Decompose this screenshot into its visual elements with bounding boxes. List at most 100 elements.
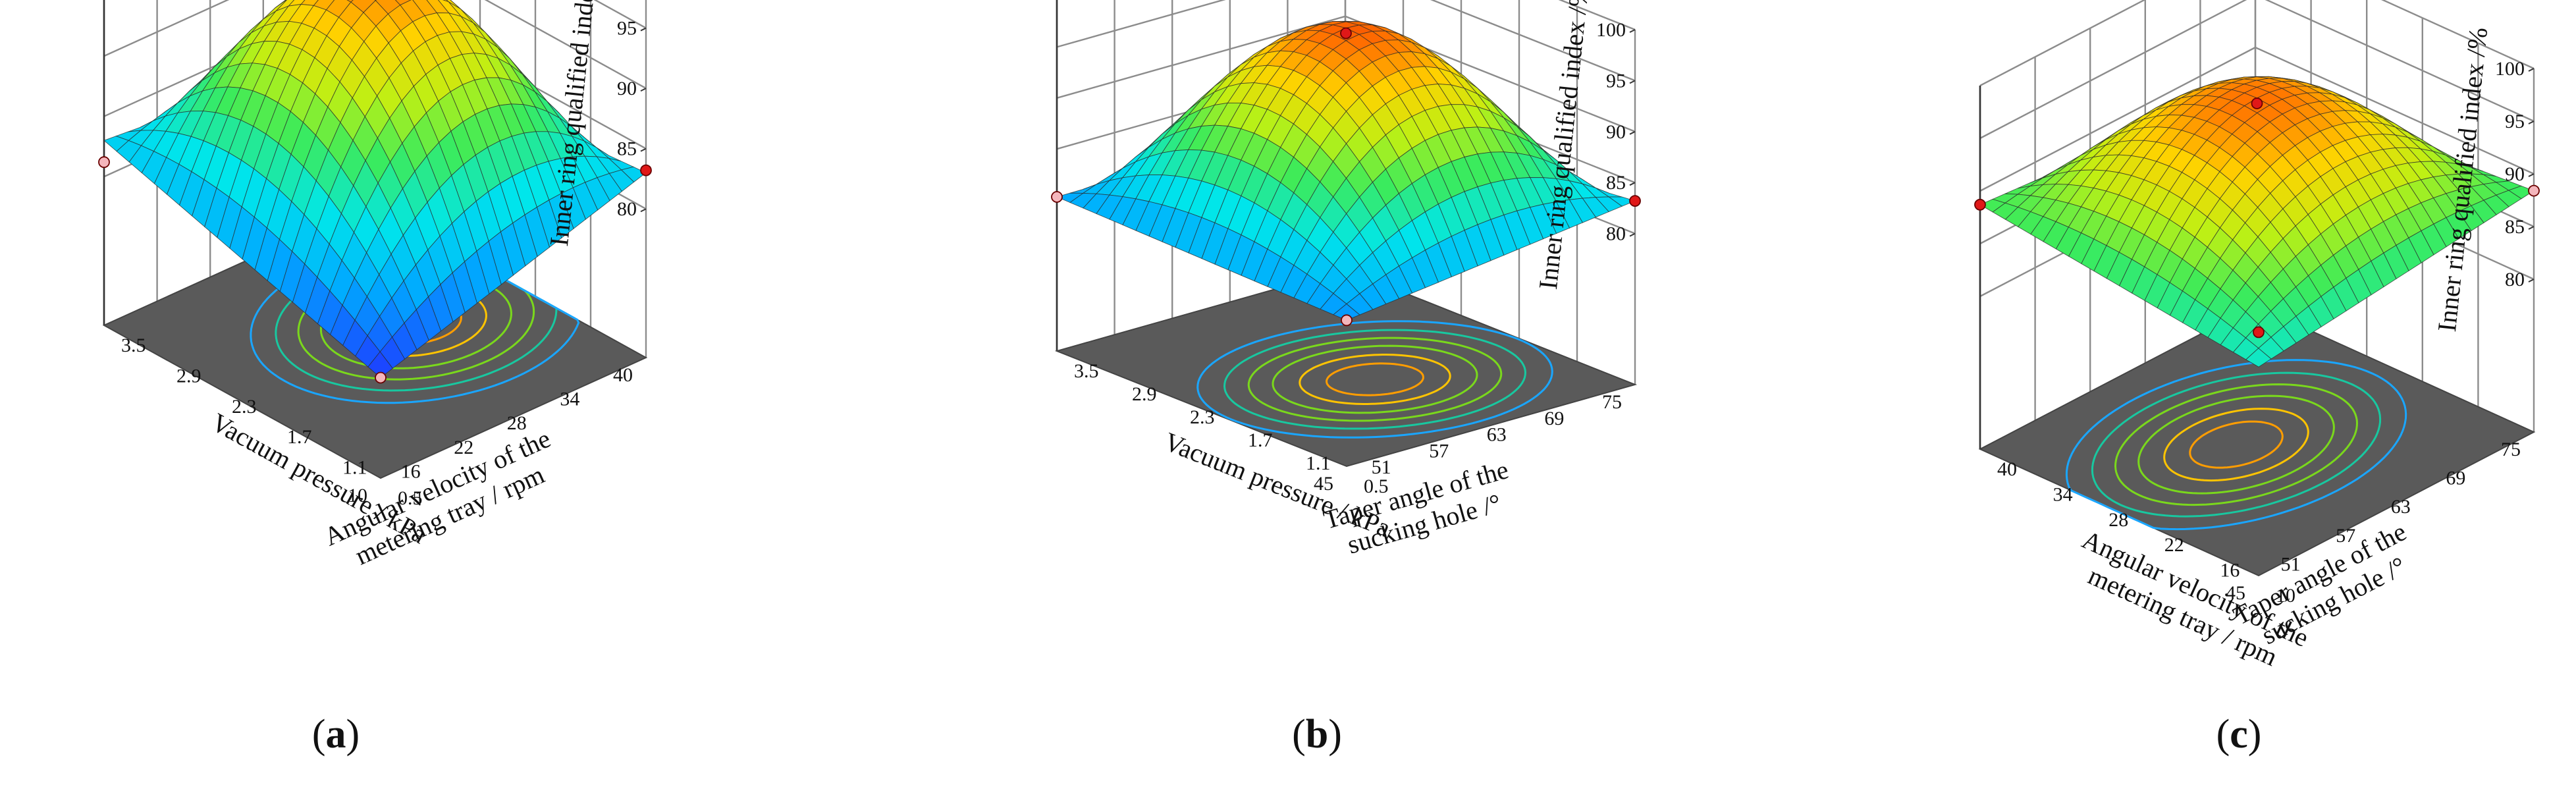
panel-c-z-tick-mark-2: [2528, 173, 2535, 177]
panel-b-x-tick-0: 0.5: [1364, 475, 1389, 497]
panel-c-design-points: [1974, 97, 2540, 338]
panel-c-x-tick-5: 40: [1997, 458, 2017, 480]
panel-b-z-tick-mark-0: [1629, 232, 1636, 237]
panel-c-contours: [2065, 359, 2407, 531]
panel-b-x-tick-3: 2.3: [1190, 406, 1215, 428]
panel-a-z-tick-mark-3: [640, 27, 647, 32]
panel-c-x-tick-4: 34: [2053, 483, 2073, 505]
panel-b-contour-1: [1299, 354, 1451, 405]
panel-b-y-tick-0: 45: [1314, 473, 1333, 495]
panel-label-c: (c): [2216, 712, 2262, 757]
panel-c: 80859095100101622283440455157636975Inner…: [1974, 0, 2540, 672]
panel-b-z-tick-mark-3: [1629, 80, 1636, 84]
panel-b-y-tick-1: 51: [1372, 456, 1391, 478]
panel-c-z-tick-2: 90: [2505, 163, 2525, 185]
panel-c-contour-0: [2189, 420, 2284, 469]
panel-b-z-tick-0: 80: [1606, 223, 1626, 245]
panel-c-x-tick-3: 28: [2108, 509, 2128, 531]
panel-label-b-letter: b: [1306, 712, 1328, 757]
panel-a-x-tick-4: 2.9: [176, 365, 201, 387]
panel-c-y-tick-2: 57: [2336, 525, 2355, 547]
panel-c-ticks: 80 85 90 95 100 10 16 22 28 34 40 45 51 57 63 69 75: [1997, 58, 2535, 607]
panel-c-y-tick-3: 63: [2391, 496, 2411, 518]
panel-b-x-tick-2: 1.7: [1248, 429, 1273, 451]
panel-b-ticks: 80 85 90 95 100 0.5 1.1 1.7 2.3 2.9 3.5 45 51 57 63 69 7…: [1074, 19, 1636, 497]
panel-a-y-tick-2: 22: [454, 437, 473, 458]
panel-c-z-tick-mark-1: [2528, 226, 2535, 230]
panel-b-y-tick-5: 75: [1602, 391, 1622, 413]
panel-c-surface: [1979, 76, 2535, 367]
panel-c-z-tick-mark-4: [2528, 68, 2535, 72]
panel-b-z-tick-2: 90: [1606, 121, 1626, 143]
panel-b-design-points: [1051, 27, 1641, 327]
panel-c-surface-cell: [2245, 348, 2272, 367]
panel-b-z-tick-3: 95: [1606, 70, 1626, 92]
panel-c-y-tick-4: 69: [2446, 468, 2465, 489]
panel-a-z-tick-mark-0: [640, 208, 647, 213]
panel-b-x-tick-1: 1.1: [1306, 452, 1331, 474]
panel-b-design-point-3: [1051, 191, 1063, 203]
panel-label-c-letter: c: [2230, 712, 2248, 757]
panel-b-surface-cell: [1333, 303, 1360, 321]
panel-a-y-tick-1: 16: [401, 460, 421, 482]
panel-a: 808590951000.51.11.72.32.93.510162228344…: [98, 0, 652, 571]
panel-a-design-point-3: [98, 156, 110, 169]
panel-c-z-tick-1: 85: [2505, 216, 2525, 238]
panel-c-z-tick-mark-3: [2528, 121, 2535, 124]
panel-a-y-tick-3: 28: [507, 412, 527, 434]
panel-b-contour-0: [1326, 362, 1424, 396]
panel-b-contour-4: [1223, 329, 1527, 430]
panel-c-z-tick-3: 95: [2505, 111, 2525, 132]
panel-b-contours: [1196, 320, 1553, 439]
panel-b-x-tick-4: 2.9: [1132, 383, 1157, 405]
panel-c-design-point-3: [1974, 198, 1986, 211]
panel-a-z-tick-3: 95: [617, 18, 637, 40]
panel-b-y-tick-2: 57: [1429, 440, 1449, 462]
panel-b: 80 85 90 95 100 0.5 1.1 1.7 2.3 2.9 3.5 45 51 57 63 69 7…: [1051, 0, 1641, 564]
panel-b-design-point-2: [1629, 195, 1641, 207]
panel-c-z-tick-4: 100: [2495, 58, 2525, 80]
panel-a-z-tick-1: 85: [617, 138, 637, 160]
panel-b-z-tick-4: 100: [1596, 19, 1626, 41]
panel-a-surface-cell: [367, 351, 393, 379]
panel-a-x-tick-0: 0.5: [398, 487, 423, 509]
panel-b-z-tick-mark-4: [1629, 29, 1636, 33]
panel-c-y-tick-5: 75: [2501, 439, 2521, 460]
panel-b-z-tick-1: 85: [1606, 172, 1626, 194]
panel-b-contour-2: [1272, 344, 1478, 414]
panel-label-a: (a): [312, 712, 360, 757]
panel-b-contour-5: [1196, 320, 1553, 439]
panel-a-x-tick-2: 1.7: [287, 426, 312, 448]
panel-a-ticks: 808590951000.51.11.72.32.93.510162228344…: [121, 18, 647, 509]
panel-a-z-tick-mark-2: [640, 88, 647, 92]
panel-b-design-point-1: [1340, 27, 1352, 40]
panel-c-contour-4: [2091, 371, 2382, 518]
panel-b-y-tick-3: 63: [1487, 424, 1507, 446]
panel-a-design-point-2: [640, 164, 652, 176]
panel-b-z-tick-mark-1: [1629, 182, 1636, 186]
panel-c-z-tick-0: 80: [2505, 269, 2525, 290]
panel-b-y-title: Taper angle of thesucking hole /°: [1320, 454, 1520, 564]
panel-c-design-point-0: [2253, 326, 2265, 338]
panel-a-y-tick-5: 40: [613, 364, 633, 386]
panel-c-z-tick-mark-0: [2528, 279, 2535, 283]
panel-b-contour-3: [1247, 337, 1503, 422]
panel-a-z-tick-0: 80: [617, 198, 637, 220]
panel-b-surface: [1056, 20, 1636, 321]
panel-a-x-tick-5: 3.5: [121, 335, 146, 356]
panel-a-design-points: [98, 156, 652, 384]
panel-a-surface: [103, 0, 647, 379]
panel-c-x-tick-1: 16: [2220, 560, 2240, 582]
panel-a-x-tick-1: 1.1: [342, 457, 367, 479]
panel-c-design-point-1: [2251, 97, 2263, 109]
panel-label-a-letter: a: [326, 712, 346, 757]
panel-a-z-tick-2: 90: [617, 78, 637, 99]
panel-a-design-point-0: [375, 371, 387, 384]
panel-a-x-tick-3: 2.3: [232, 396, 257, 418]
panel-a-y-tick-4: 34: [560, 389, 579, 410]
panel-b-z-tick-mark-2: [1629, 130, 1636, 135]
panel-c-contour-1: [2163, 408, 2309, 482]
panel-c-design-point-2: [2528, 184, 2540, 197]
